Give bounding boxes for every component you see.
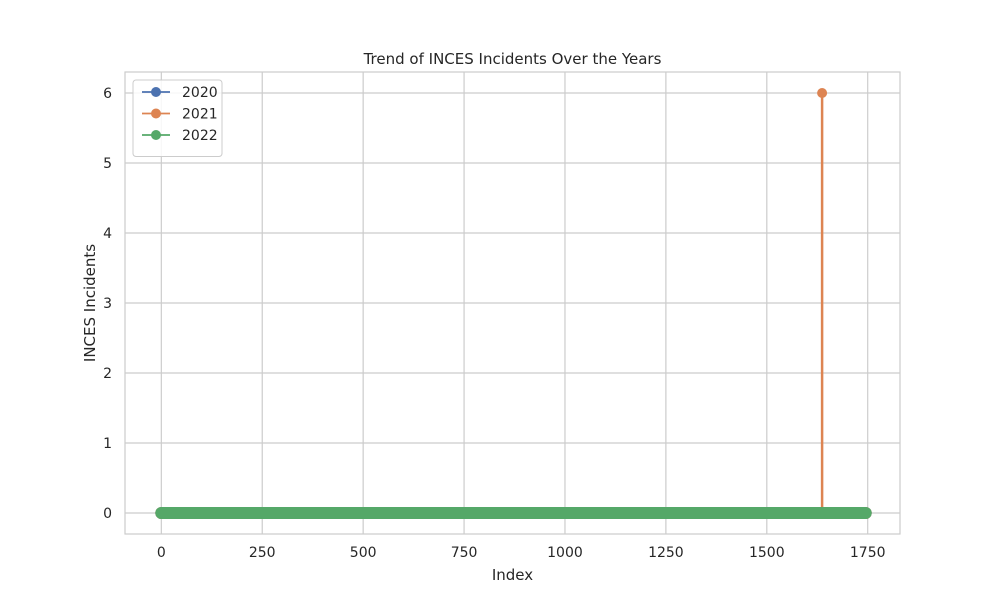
legend-label: 2020: [182, 85, 218, 101]
legend-label: 2022: [182, 128, 218, 144]
legend-item-2022: 2022: [142, 128, 218, 144]
legend-marker: [151, 108, 161, 119]
x-tick-label: 1500: [749, 545, 785, 561]
y-axis-label: INCES Incidents: [81, 244, 99, 362]
plot-frame: [124, 71, 901, 535]
series-layer: [155, 88, 872, 519]
tick-labels: 0 250 500 750 1000 1250 1500 1750 0 1 2 3 4 5 6: [103, 86, 885, 561]
legend-marker: [151, 130, 161, 140]
legend-item-2020: 2020: [142, 85, 218, 101]
x-tick-label: 750: [451, 545, 478, 561]
y-tick-label: 2: [103, 366, 112, 382]
chart-title: Trend of INCES Incidents Over the Years: [363, 50, 662, 68]
x-axis-label: Index: [492, 566, 533, 584]
y-tick-label: 6: [103, 86, 112, 102]
x-tick-label: 0: [157, 545, 166, 561]
legend-item-2021: 2021: [142, 107, 218, 123]
legend-marker: [151, 87, 161, 97]
y-tick-label: 3: [103, 296, 112, 312]
y-tick-label: 4: [103, 226, 112, 242]
x-tick-label: 250: [249, 545, 276, 561]
x-tick-label: 500: [350, 545, 377, 561]
x-tick-label: 1750: [850, 545, 886, 561]
y-tick-label: 0: [103, 506, 112, 522]
grid: [125, 72, 900, 534]
legend-label: 2021: [182, 107, 218, 123]
y-tick-label: 1: [103, 436, 112, 452]
x-tick-label: 1000: [547, 545, 583, 561]
series-2021-point: [817, 88, 828, 98]
x-tick-label: 1250: [648, 545, 684, 561]
y-tick-label: 5: [103, 156, 112, 172]
legend: 2020 2021 2022: [132, 79, 223, 157]
